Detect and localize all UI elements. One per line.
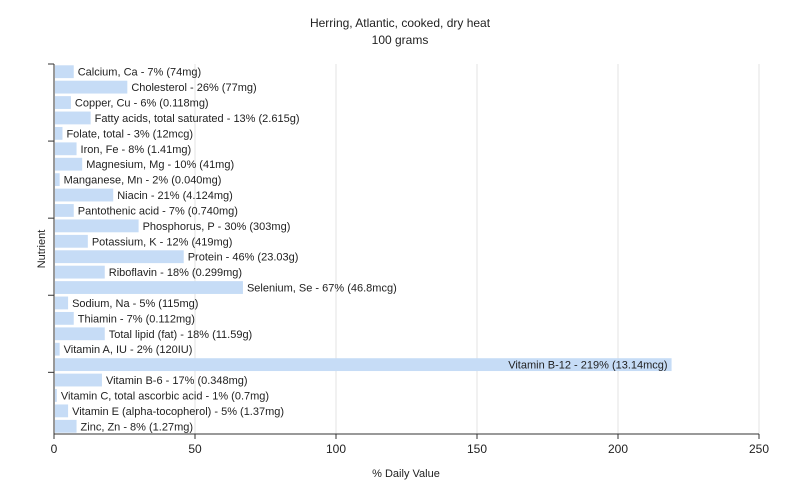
bar xyxy=(55,296,69,310)
x-tick-label: 100 xyxy=(326,442,346,456)
bar xyxy=(55,419,77,433)
bar-label: Fatty acids, total saturated - 13% (2.61… xyxy=(95,113,300,125)
x-tick-label: 150 xyxy=(467,442,487,456)
chart-subtitle: 100 grams xyxy=(372,33,429,47)
bar-label: Niacin - 21% (4.124mg) xyxy=(117,190,233,202)
bar-label: Total lipid (fat) - 18% (11.59g) xyxy=(109,329,252,341)
x-tick-label: 200 xyxy=(608,442,628,456)
bar xyxy=(55,111,91,125)
bar-label: Pantothenic acid - 7% (0.740mg) xyxy=(78,205,238,217)
bar xyxy=(55,219,139,233)
bar xyxy=(55,250,184,264)
bar-label: Zinc, Zn - 8% (1.27mg) xyxy=(81,421,193,433)
bar-label: Magnesium, Mg - 10% (41mg) xyxy=(86,159,234,171)
bar-label: Selenium, Se - 67% (46.8mcg) xyxy=(247,283,397,295)
x-axis-ticks: 0 50 100 150 200 250 xyxy=(51,434,769,456)
bar xyxy=(55,65,74,79)
bar-label: Cholesterol - 26% (77mg) xyxy=(131,82,256,94)
plot-area xyxy=(54,64,759,434)
x-tick-label: 50 xyxy=(188,442,202,456)
bar xyxy=(55,265,105,279)
bar-label: Iron, Fe - 8% (1.41mg) xyxy=(81,144,192,156)
bar xyxy=(55,373,102,387)
bar-label: Vitamin C, total ascorbic acid - 1% (0.7… xyxy=(61,390,269,402)
bar-label: Vitamin B-12 - 219% (13.14mcg) xyxy=(508,360,667,372)
x-tick-label: 0 xyxy=(51,442,58,456)
bar xyxy=(55,96,71,109)
bar xyxy=(55,327,105,341)
bar xyxy=(55,342,60,356)
bars-group xyxy=(55,65,672,433)
bar-label: Manganese, Mn - 2% (0.040mg) xyxy=(64,175,222,187)
bar-label: Copper, Cu - 6% (0.118mg) xyxy=(75,98,209,110)
bar xyxy=(55,204,74,217)
bar xyxy=(55,281,243,294)
x-tick-label: 250 xyxy=(749,442,769,456)
bar-label: Protein - 46% (23.03g) xyxy=(188,252,299,264)
bar-label: Folate, total - 3% (12mcg) xyxy=(66,128,193,140)
bar-label: Sodium, Na - 5% (115mg) xyxy=(72,298,198,310)
bar xyxy=(55,142,77,156)
bar xyxy=(55,234,88,248)
bar xyxy=(55,358,672,372)
bar xyxy=(55,157,83,171)
bar xyxy=(55,126,63,140)
bar-label: Thiamin - 7% (0.112mg) xyxy=(78,313,195,325)
chart-title: Herring, Atlantic, cooked, dry heat xyxy=(310,16,491,30)
bar-label: Calcium, Ca - 7% (74mg) xyxy=(78,67,201,79)
bar-label: Vitamin E (alpha-tocopherol) - 5% (1.37m… xyxy=(72,406,284,418)
bar xyxy=(55,404,69,418)
bar xyxy=(55,80,128,94)
bar-label: Riboflavin - 18% (0.299mg) xyxy=(109,267,242,279)
bar-label: Vitamin A, IU - 2% (120IU) xyxy=(64,344,193,356)
x-axis-title: % Daily Value xyxy=(372,468,440,480)
bar-labels-group: Calcium, Ca - 7% (74mg) Cholesterol - 26%… xyxy=(61,67,668,434)
bar-label: Potassium, K - 12% (419mg) xyxy=(92,236,233,248)
bar-label: Vitamin B-6 - 17% (0.348mg) xyxy=(106,375,248,387)
bar-label: Phosphorus, P - 30% (303mg) xyxy=(143,221,291,233)
y-axis-ticks xyxy=(48,63,54,373)
bar xyxy=(55,311,74,325)
bar xyxy=(55,389,57,402)
gridlines xyxy=(194,64,760,434)
bar xyxy=(55,173,60,187)
bar xyxy=(55,188,114,202)
y-axis-title: Nutrient xyxy=(36,230,48,269)
